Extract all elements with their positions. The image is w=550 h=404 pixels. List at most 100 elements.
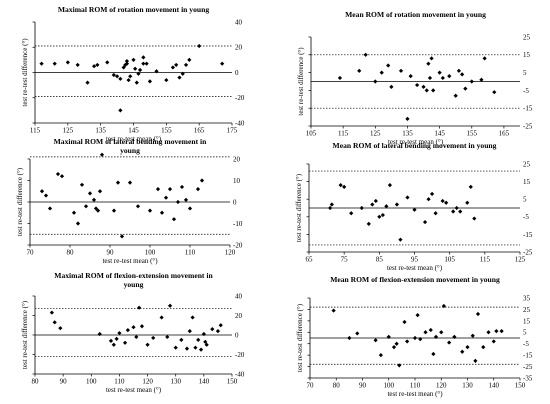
data-point: [118, 76, 123, 81]
x-tick-label: 115: [338, 130, 349, 138]
y-tick-label: 25: [523, 160, 531, 168]
data-point: [159, 315, 164, 320]
data-point: [159, 210, 165, 215]
data-point: [127, 180, 133, 185]
data-point: [164, 77, 169, 83]
data-point: [405, 116, 410, 121]
data-point: [147, 79, 153, 84]
data-point: [463, 86, 468, 91]
x-tick-label: 110: [185, 249, 196, 257]
y-tick-label: 15: [523, 178, 531, 186]
data-point: [415, 313, 420, 318]
data-point: [131, 325, 136, 330]
data-point: [342, 184, 347, 189]
x-tick-label: 145: [128, 127, 139, 135]
chart-panel: Maximal ROM of rotation movement in youn…: [21, 5, 245, 143]
y-tick-label: 40: [235, 18, 243, 26]
data-point: [95, 208, 101, 213]
data-point: [394, 341, 399, 346]
chart-panel: Maximal ROM of lateral bending movement …: [16, 137, 243, 265]
data-point: [437, 70, 442, 75]
y-tick-label: -10: [233, 220, 243, 228]
x-tick-label: 115: [480, 256, 491, 264]
x-tick-label: 110: [114, 378, 125, 386]
x-tick-label: 90: [359, 382, 367, 390]
x-tick-label: 75: [341, 256, 349, 264]
data-point: [183, 62, 189, 68]
data-point: [460, 72, 465, 77]
data-point: [141, 55, 146, 60]
y-axis-label: test re-test difference (°): [21, 300, 29, 369]
data-point: [75, 62, 80, 68]
data-point: [145, 342, 150, 347]
x-axis-label: test re-test mean (°): [102, 257, 158, 265]
y-tick-label: 15: [523, 51, 531, 59]
data-point: [133, 66, 138, 71]
data-point: [195, 187, 201, 192]
data-point: [444, 200, 449, 205]
data-point: [408, 74, 413, 79]
x-tick-label: 120: [436, 382, 447, 390]
data-point: [151, 335, 156, 341]
y-tick-label: -25: [523, 248, 533, 256]
y-tick-label: 5: [523, 69, 527, 77]
data-point: [187, 329, 192, 334]
data-point: [193, 345, 198, 350]
data-point: [379, 70, 384, 75]
y-axis-label: test re-test difference (°): [296, 303, 304, 372]
data-point: [481, 345, 486, 350]
data-point: [173, 345, 178, 350]
data-point: [440, 198, 445, 204]
x-tick-label: 100: [145, 249, 156, 257]
y-tick-label: 20: [235, 44, 243, 52]
data-point: [355, 331, 360, 336]
x-tick-label: 65: [306, 256, 314, 264]
data-point: [370, 202, 375, 207]
chart-title: Maximal ROM of flexion-extension movemen…: [54, 271, 213, 280]
data-point: [218, 323, 223, 328]
chart-title: Maximal ROM of rotation movement in youn…: [58, 5, 210, 14]
data-point: [347, 335, 352, 341]
data-point: [210, 327, 215, 332]
y-tick-label: -5: [523, 213, 529, 221]
data-point: [119, 234, 125, 239]
x-tick-label: 70: [27, 249, 35, 257]
data-point: [460, 349, 465, 354]
data-point: [179, 337, 184, 342]
data-point: [412, 335, 418, 341]
data-point: [144, 61, 149, 66]
x-tick-label: 155: [161, 127, 172, 135]
x-tick-label: 125: [370, 130, 381, 138]
data-point: [421, 84, 426, 89]
y-tick-label: 35: [523, 294, 531, 302]
data-point: [491, 339, 496, 344]
x-tick-label: 140: [489, 382, 500, 390]
x-tick-label: 100: [384, 382, 395, 390]
x-tick-label: 100: [86, 378, 97, 386]
data-point: [220, 61, 225, 66]
y-tick-label: 5: [523, 329, 527, 337]
data-point: [124, 59, 130, 64]
data-point: [328, 205, 333, 211]
x-axis-label: test re-test mean (°): [388, 138, 444, 146]
data-point: [39, 189, 45, 194]
y-tick-label: -15: [523, 231, 533, 239]
y-axis-label: test re-test difference (°): [21, 38, 29, 107]
data-point: [357, 68, 362, 73]
data-point: [391, 345, 397, 350]
x-tick-label: 175: [227, 127, 238, 135]
y-tick-label: -5: [523, 340, 529, 348]
data-point: [190, 315, 195, 320]
data-point: [165, 334, 170, 340]
chart-panel: Mean ROM of rotation movement in young 10…: [297, 10, 533, 146]
data-point: [469, 79, 474, 84]
data-point: [337, 75, 343, 81]
x-tick-label: 105: [444, 256, 455, 264]
data-point: [47, 206, 53, 211]
data-point: [65, 60, 70, 65]
chart-panel: Maximal ROM of flexion-extension movemen…: [21, 271, 245, 394]
y-tick-label: 20: [233, 155, 241, 163]
data-point: [197, 43, 202, 49]
data-point: [111, 342, 116, 347]
